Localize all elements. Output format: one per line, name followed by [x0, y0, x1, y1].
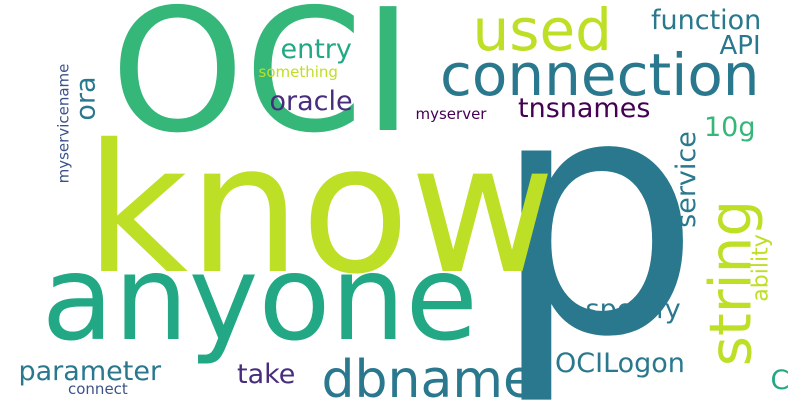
word-specify: specify	[585, 293, 681, 325]
word-tnsnames: tnsnames	[518, 92, 651, 124]
word-ora: ora	[70, 75, 102, 121]
word-dbname: dbname	[321, 350, 535, 400]
word-10g: 10g	[704, 111, 756, 143]
word-know: know	[85, 106, 556, 313]
word-api: API	[719, 31, 761, 61]
word-c: C	[770, 364, 790, 396]
word-anyone: anyone	[41, 229, 479, 367]
word-oracle: oracle	[269, 85, 353, 117]
word-connection: connection	[440, 41, 760, 109]
word-entry: entry	[280, 33, 352, 65]
word-ability: ability	[748, 234, 774, 302]
word-myservicename: myservicename	[54, 63, 73, 183]
word-something: something	[258, 62, 338, 81]
word-ocilogon: OCILogon	[555, 347, 685, 379]
word-take: take	[237, 358, 296, 390]
word-parameter: parameter	[18, 355, 162, 387]
word-service: service	[670, 130, 702, 228]
word-myserver: myserver	[415, 104, 487, 123]
word-p: p	[491, 25, 701, 400]
word-used: used	[472, 0, 612, 64]
word-function: function	[651, 4, 762, 36]
word-connect: connect	[68, 379, 128, 398]
word-oci: OCI	[110, 0, 414, 171]
